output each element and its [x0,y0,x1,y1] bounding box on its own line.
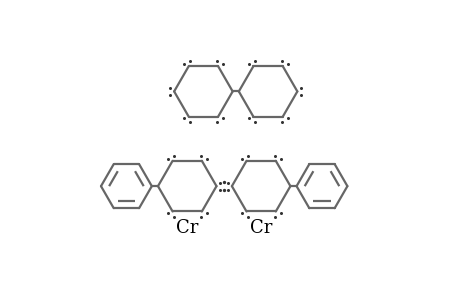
Text: Cr: Cr [176,219,198,237]
Text: Cr: Cr [249,219,272,237]
